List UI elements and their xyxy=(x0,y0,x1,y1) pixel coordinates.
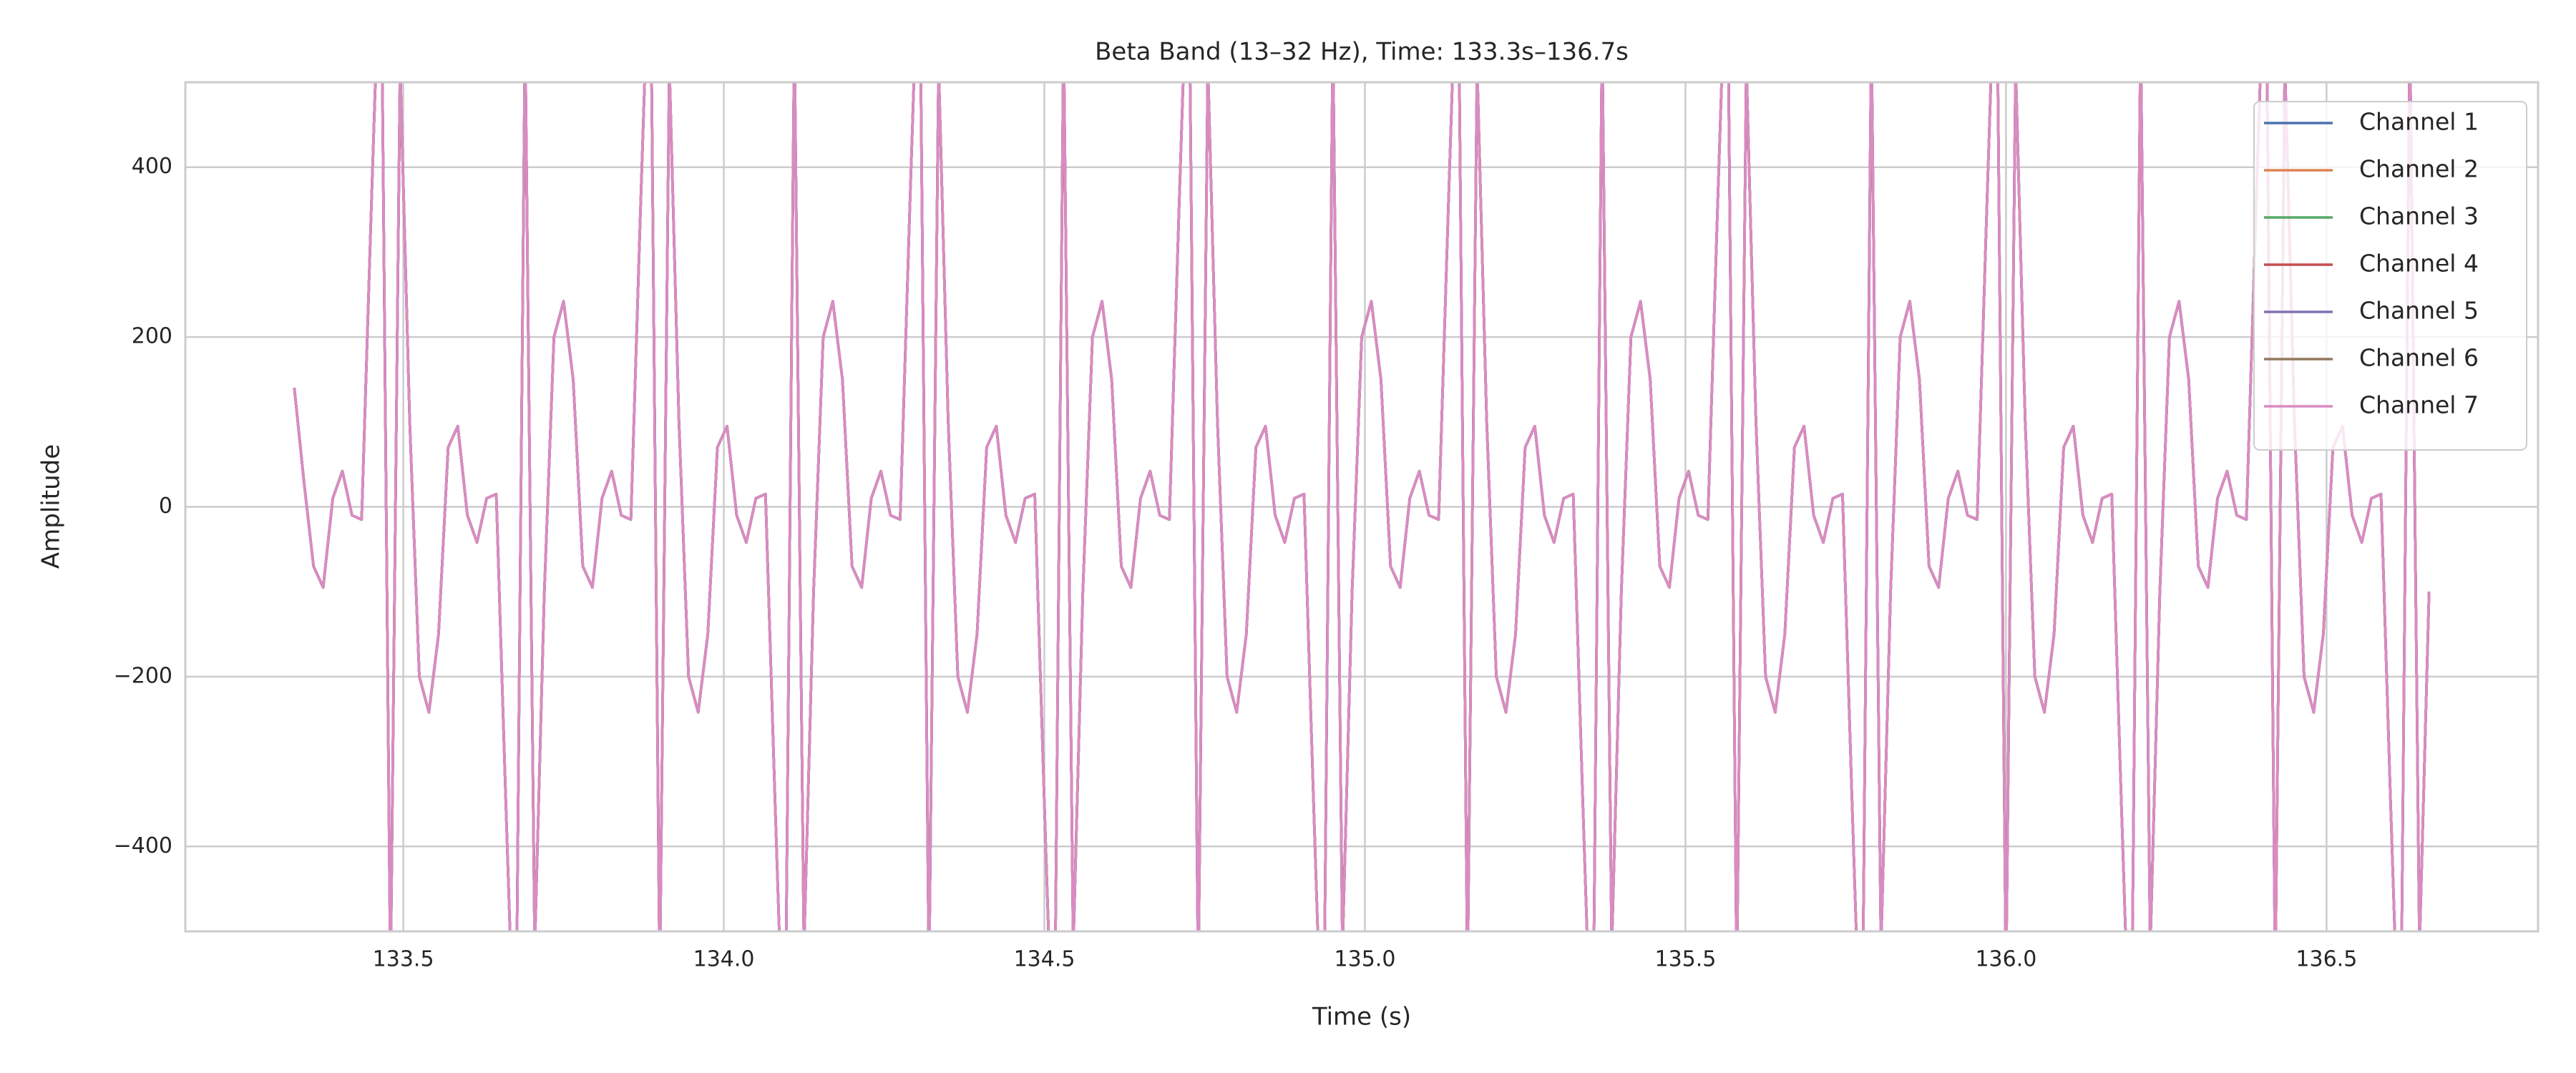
y-tick-label: 200 xyxy=(132,324,172,349)
plot-frame xyxy=(184,81,2540,933)
x-tick-label: 134.0 xyxy=(693,947,755,972)
y-tick-label: −200 xyxy=(114,663,172,688)
y-tick-label: 0 xyxy=(159,494,172,519)
legend-label: Channel 1 xyxy=(2359,108,2479,136)
legend-label: Channel 6 xyxy=(2359,344,2479,372)
y-tick-label: 400 xyxy=(132,154,172,179)
legend-label: Channel 4 xyxy=(2359,250,2479,278)
ticks: 133.5 134.0 134.5 135.0 135.5 136.0 136.5 −400 −… xyxy=(114,154,2358,971)
chart-title: Beta Band (13–32 Hz), Time: 133.3s–136.7… xyxy=(1095,38,1629,67)
legend: Channel 1 Channel 2 Channel 3 Channel 4 Chan… xyxy=(2253,101,2527,451)
x-axis-label: Time (s) xyxy=(1312,1003,1411,1032)
y-tick-label: −400 xyxy=(114,833,172,858)
x-tick-label: 134.5 xyxy=(1014,947,1075,972)
x-tick-label: 136.0 xyxy=(1975,947,2036,972)
x-tick-label: 133.5 xyxy=(373,947,434,972)
y-axis-label: Amplitude xyxy=(37,444,66,569)
legend-label: Channel 3 xyxy=(2359,202,2479,230)
x-tick-label: 135.5 xyxy=(1654,947,1716,972)
lines xyxy=(293,82,2431,931)
series-line xyxy=(293,82,2431,931)
legend-label: Channel 7 xyxy=(2359,391,2479,419)
legend-label: Channel 5 xyxy=(2359,297,2479,325)
legend-box xyxy=(2253,101,2527,451)
x-tick-label: 135.0 xyxy=(1335,947,1396,972)
x-tick-label: 136.5 xyxy=(2296,947,2357,972)
legend-label: Channel 2 xyxy=(2359,155,2479,183)
